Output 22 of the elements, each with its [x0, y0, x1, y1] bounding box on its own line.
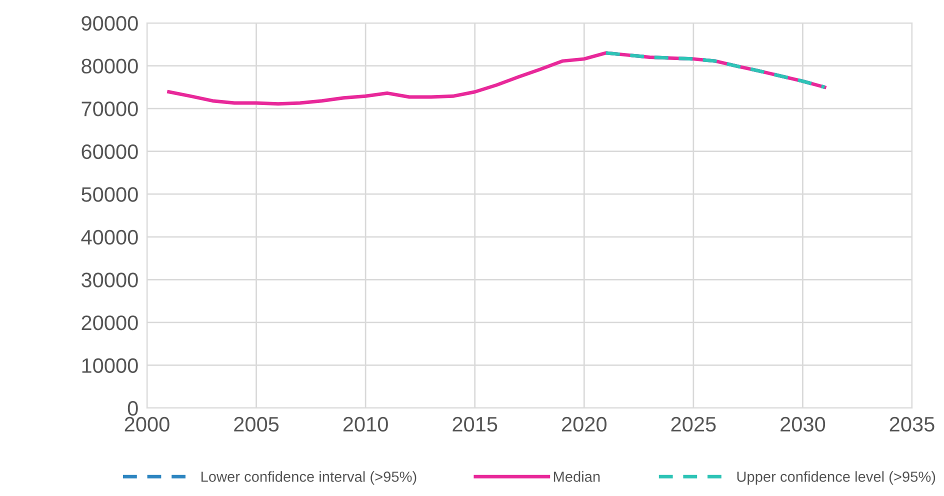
x-tick-label: 2035 [890, 416, 934, 432]
y-tick-label: 30000 [82, 272, 138, 288]
y-tick-label: 90000 [82, 16, 138, 31]
x-tick-label: 2025 [671, 416, 716, 432]
x-tick-label: 2030 [780, 416, 826, 432]
x-tick-label: 2020 [562, 416, 607, 432]
legend-label: Lower confidence interval (>95%) [201, 471, 416, 485]
y-tick-label: 0 [128, 401, 138, 416]
y-tick-label: 40000 [81, 230, 138, 245]
x-tick-label: 2005 [234, 416, 279, 432]
line-series [604, 51, 826, 89]
y-tick-label: 50000 [82, 187, 138, 202]
legend-label: Upper confidence level (>95%) [737, 471, 936, 485]
y-tick-label: 80000 [82, 58, 138, 74]
x-tick-label: 2000 [124, 416, 170, 432]
y-tick-label: 10000 [82, 358, 138, 373]
y-tick-label: 60000 [82, 144, 138, 160]
legend-label: Median [554, 471, 600, 482]
x-tick-label: 2015 [452, 416, 498, 432]
y-tick-label: 70000 [82, 102, 138, 116]
y-tick-label: 20000 [82, 315, 138, 330]
x-tick-label: 2010 [343, 416, 388, 432]
